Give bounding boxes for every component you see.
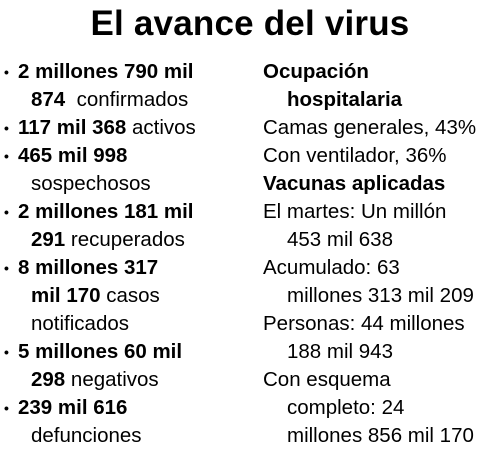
hospital-heading: Ocupación xyxy=(263,60,369,83)
virus-stats-column: • 2 millones 790 mil 874 confirmados • 117… xyxy=(4,58,254,450)
negative-label: negativos xyxy=(70,368,159,391)
negative-value: 5 millones 60 mil xyxy=(18,340,183,363)
active-value: 117 mil 368 xyxy=(18,116,127,139)
vaccines-accumulated: Acumulado: 63 xyxy=(263,256,400,279)
recovered-label: recuperados xyxy=(70,228,185,251)
negative-value-cont: 298 xyxy=(31,368,66,391)
active-stat: • 117 mil 368 activos xyxy=(4,114,254,142)
page-title: El avance del virus xyxy=(90,4,410,43)
deaths-stat: • 239 mil 616 xyxy=(4,394,254,422)
notified-stat: • 8 millones 317 xyxy=(4,254,254,282)
hospital-heading-cont: hospitalaria xyxy=(287,88,403,111)
notified-value-cont: mil 170 xyxy=(31,284,101,307)
hospital-vaccine-column: Ocupación hospitalaria Camas generales, … xyxy=(263,58,499,450)
deaths-label: defunciones xyxy=(31,424,142,447)
vaccines-full-scheme: Con esquema xyxy=(263,368,391,391)
negative-stat: • 5 millones 60 mil xyxy=(4,338,254,366)
bullet-icon: • xyxy=(4,120,9,136)
bullet-icon: • xyxy=(4,260,9,276)
recovered-value: 2 millones 181 mil xyxy=(18,200,194,223)
bullet-icon: • xyxy=(4,204,9,220)
bullet-icon: • xyxy=(4,400,9,416)
vaccines-tuesday: El martes: Un millón xyxy=(263,200,447,223)
vaccines-heading: Vacunas aplicadas xyxy=(263,172,446,195)
general-beds: Camas generales, 43% xyxy=(263,116,477,139)
recovered-stat: • 2 millones 181 mil xyxy=(4,198,254,226)
vaccines-full-scheme-cont: completo: 24 xyxy=(287,396,405,419)
confirmed-value: 2 millones 790 mil xyxy=(18,60,194,83)
notified-value: 8 millones 317 xyxy=(18,256,159,279)
confirmed-stat: • 2 millones 790 mil xyxy=(4,58,254,86)
active-label: activos xyxy=(132,116,196,139)
confirmed-label: confirmados xyxy=(76,88,189,111)
deaths-value: 239 mil 616 xyxy=(18,396,128,419)
suspect-value: 465 mil 998 xyxy=(18,144,128,167)
vaccines-persons-cont: 188 mil 943 xyxy=(287,340,393,363)
bullet-icon: • xyxy=(4,344,9,360)
confirmed-value-cont: 874 xyxy=(31,88,66,111)
bullet-icon: • xyxy=(4,64,9,80)
vaccines-tuesday-cont: 453 mil 638 xyxy=(287,228,393,251)
vaccines-persons: Personas: 44 millones xyxy=(263,312,465,335)
ventilator-beds: Con ventilador, 36% xyxy=(263,144,447,167)
vaccines-full-scheme-cont2: millones 856 mil 170 xyxy=(287,424,474,447)
vaccines-accumulated-cont: millones 313 mil 209 xyxy=(287,284,474,307)
recovered-value-cont: 291 xyxy=(31,228,66,251)
notified-label-cont: notificados xyxy=(31,312,130,335)
notified-label: casos xyxy=(106,284,160,307)
suspect-stat: • 465 mil 998 xyxy=(4,142,254,170)
suspect-label: sospechosos xyxy=(31,172,151,195)
bullet-icon: • xyxy=(4,148,9,164)
